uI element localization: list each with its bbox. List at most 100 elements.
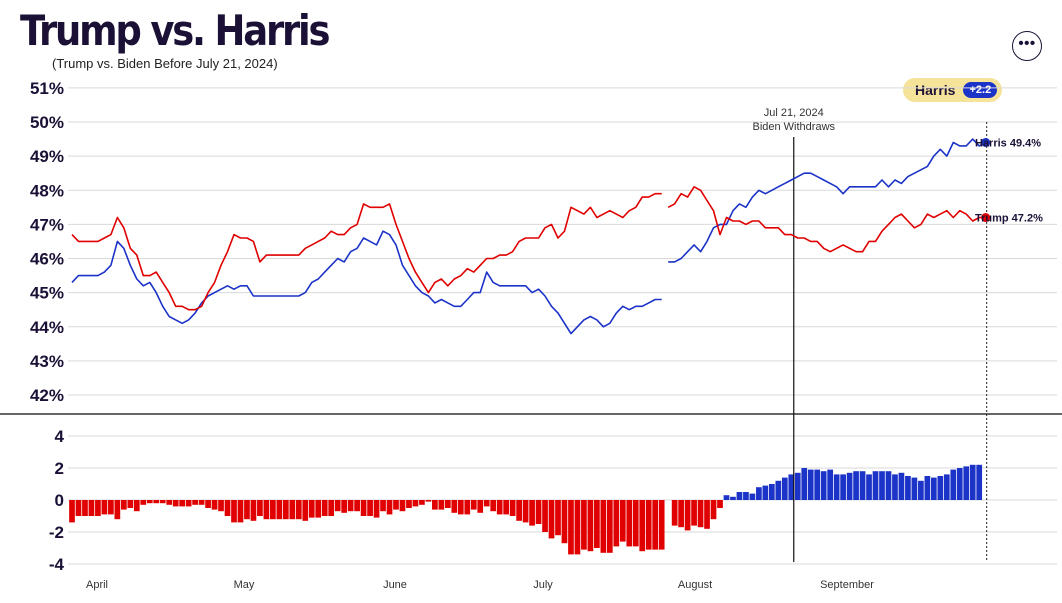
margin-bar xyxy=(393,500,399,510)
y-tick-label: -4 xyxy=(49,555,65,574)
margin-bar xyxy=(574,500,581,555)
margin-bar xyxy=(179,500,186,507)
margin-bar xyxy=(282,500,289,520)
margin-bar xyxy=(937,476,944,500)
margin-bar xyxy=(509,500,516,516)
margin-bar xyxy=(270,500,276,520)
margin-bar xyxy=(892,474,898,500)
margin-bar xyxy=(516,500,522,521)
margin-bar xyxy=(943,474,950,500)
margin-bar xyxy=(801,468,808,500)
margin-bar xyxy=(743,492,749,500)
margin-bar xyxy=(69,500,75,523)
margin-bar xyxy=(924,476,931,500)
page-title: Trump vs. Harris xyxy=(20,6,331,55)
margin-bar xyxy=(859,471,866,500)
margin-bar xyxy=(75,500,82,516)
margin-bar xyxy=(678,500,684,528)
margin-bar xyxy=(833,474,840,500)
margin-bar xyxy=(289,500,296,520)
margin-bar xyxy=(730,496,736,500)
margin-bar xyxy=(976,464,983,500)
margin-bar xyxy=(276,500,283,520)
margin-bar xyxy=(717,500,723,508)
more-horizontal-icon: ••• xyxy=(1018,35,1036,52)
margin-bar xyxy=(334,500,341,512)
margin-bar xyxy=(114,500,121,520)
x-tick-label: July xyxy=(533,579,553,591)
margin-bar xyxy=(781,477,788,500)
margin-bar xyxy=(542,500,548,532)
margin-bar xyxy=(321,500,328,516)
margin-bar xyxy=(645,500,652,550)
margin-bar xyxy=(341,500,348,513)
y-tick-label: 46% xyxy=(30,250,64,269)
margin-bar xyxy=(963,466,970,500)
margin-bar xyxy=(315,500,322,518)
margin-bar xyxy=(354,500,360,512)
margin-bar xyxy=(548,500,555,539)
y-tick-label: 47% xyxy=(30,215,64,234)
margin-bar xyxy=(82,500,88,516)
margin-bar xyxy=(192,500,198,505)
margin-bar xyxy=(205,500,211,508)
margin-bar xyxy=(386,500,393,515)
series-line xyxy=(71,192,662,311)
margin-bar xyxy=(496,500,503,515)
margin-bar xyxy=(632,500,639,547)
margin-bar xyxy=(613,500,620,547)
margin-bar xyxy=(600,500,607,553)
margin-bar xyxy=(885,471,892,500)
series-line xyxy=(71,230,662,335)
margin-bar xyxy=(756,487,762,500)
margin-bar xyxy=(710,500,717,520)
margin-bar xyxy=(412,500,419,507)
margin-bar xyxy=(302,500,309,521)
margin-bar xyxy=(639,500,646,552)
margin-bar xyxy=(399,500,406,512)
margin-bar xyxy=(594,500,600,548)
margin-bar xyxy=(736,492,743,500)
series-end-label: Harris 49.4% xyxy=(975,137,1041,149)
margin-bar xyxy=(956,468,963,500)
margin-bar xyxy=(905,476,911,500)
margin-bar xyxy=(490,500,497,512)
margin-bar xyxy=(172,500,179,507)
margin-bar xyxy=(788,474,795,500)
margin-bar xyxy=(529,500,535,526)
leader-margin: +2.2 xyxy=(963,82,998,98)
margin-bar xyxy=(561,500,568,544)
more-options-button[interactable]: ••• xyxy=(1012,31,1042,61)
series-endpoint xyxy=(981,213,991,223)
margin-bar xyxy=(470,500,477,510)
margin-bar xyxy=(568,500,574,555)
y-tick-label: 43% xyxy=(30,352,64,371)
margin-bar xyxy=(814,469,821,500)
margin-bar xyxy=(451,500,458,513)
margin-bar xyxy=(918,480,924,500)
margin-bar xyxy=(218,500,224,512)
margin-bar xyxy=(185,500,192,507)
margin-bar xyxy=(419,500,425,505)
margin-bar xyxy=(146,500,153,504)
y-tick-label: 2 xyxy=(55,459,64,478)
margin-bar xyxy=(723,495,730,500)
event-annotation: Jul 21, 2024 xyxy=(764,107,824,119)
margin-bar xyxy=(224,500,231,516)
margin-bar xyxy=(587,500,594,552)
y-tick-label: 49% xyxy=(30,147,64,166)
margin-bar xyxy=(328,500,335,516)
y-tick-label: 44% xyxy=(30,318,64,337)
margin-bar xyxy=(879,471,885,500)
y-tick-label: 50% xyxy=(30,113,64,132)
margin-bar xyxy=(101,500,108,515)
margin-bar xyxy=(360,500,367,516)
margin-bar xyxy=(425,500,432,502)
y-tick-label: 0 xyxy=(55,491,64,510)
margin-bar xyxy=(775,480,782,500)
page-subtitle: (Trump vs. Biden Before July 21, 2024) xyxy=(52,56,278,71)
y-tick-label: -2 xyxy=(49,523,64,542)
margin-bar xyxy=(691,500,697,526)
x-tick-label: April xyxy=(86,579,108,591)
